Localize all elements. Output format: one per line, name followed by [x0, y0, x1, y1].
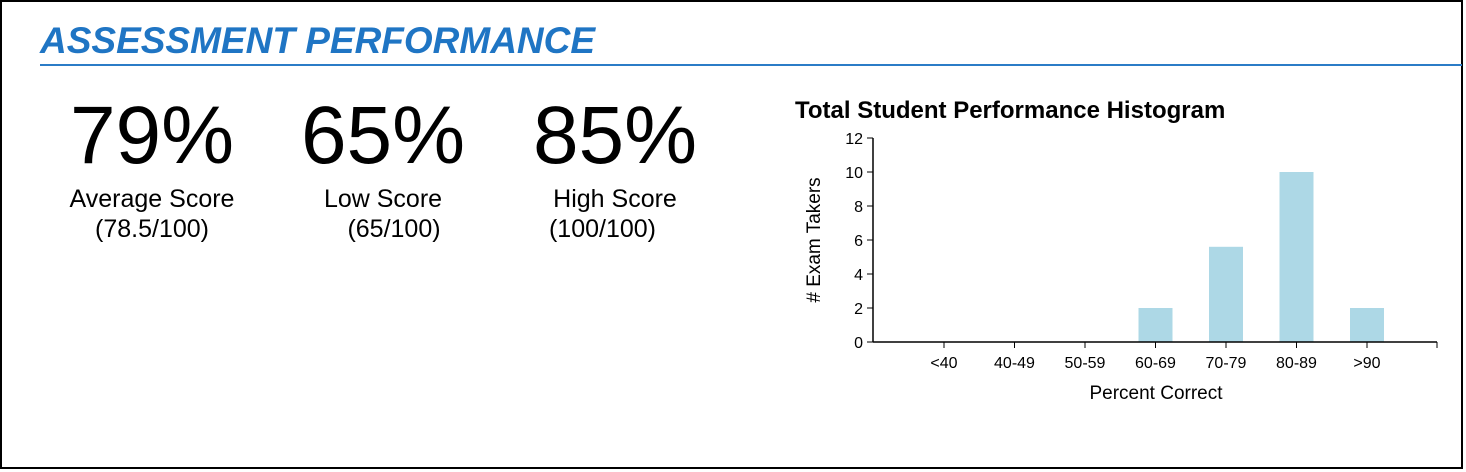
low-score-value: 65%	[300, 90, 466, 181]
low-score-stat: 65% Low Score (65/100)	[263, 88, 503, 244]
chart-title: Total Student Performance Histogram	[795, 97, 1226, 124]
histogram-bar	[1350, 308, 1384, 342]
average-score-detail: (78.5/100)	[95, 215, 209, 243]
high-score-label: High Score	[553, 185, 677, 213]
x-tick-label: 80-89	[1276, 355, 1317, 372]
x-tick-label: 50-59	[1065, 355, 1106, 372]
histogram-bar	[1209, 246, 1243, 342]
y-axis-title: # Exam Takers	[804, 177, 825, 302]
y-tick-label: 2	[854, 301, 863, 318]
y-tick-label: 12	[845, 131, 863, 148]
x-tick-label: 40-49	[994, 355, 1035, 372]
average-score-label: Average Score	[69, 185, 235, 213]
x-axis-title: Percent Correct	[1089, 383, 1223, 404]
y-tick-label: 8	[854, 199, 863, 216]
section-title: ASSESSMENT PERFORMANCE	[40, 20, 596, 61]
histogram-bar	[1138, 308, 1173, 342]
x-tick-label: 60-69	[1135, 355, 1176, 372]
low-score-label: Low Score	[323, 185, 443, 213]
histogram-bar	[1279, 172, 1314, 342]
y-tick-label: 10	[845, 165, 863, 182]
high-score-detail: (100/100)	[548, 215, 657, 243]
average-score-value: 79%	[69, 90, 235, 181]
y-tick-label: 0	[854, 335, 863, 352]
x-tick-label: 70-79	[1206, 355, 1247, 372]
high-score-value: 85%	[532, 90, 698, 181]
x-tick-label: >90	[1353, 355, 1380, 372]
high-score-stat: 85% High Score (100/100)	[495, 88, 735, 244]
low-score-detail: (65/100)	[347, 215, 441, 243]
title-underline	[40, 64, 1462, 66]
average-score-stat: 79% Average Score (78.5/100)	[32, 88, 272, 244]
x-tick-label: <40	[930, 355, 957, 372]
y-tick-label: 4	[854, 267, 863, 284]
y-tick-label: 6	[854, 233, 863, 250]
